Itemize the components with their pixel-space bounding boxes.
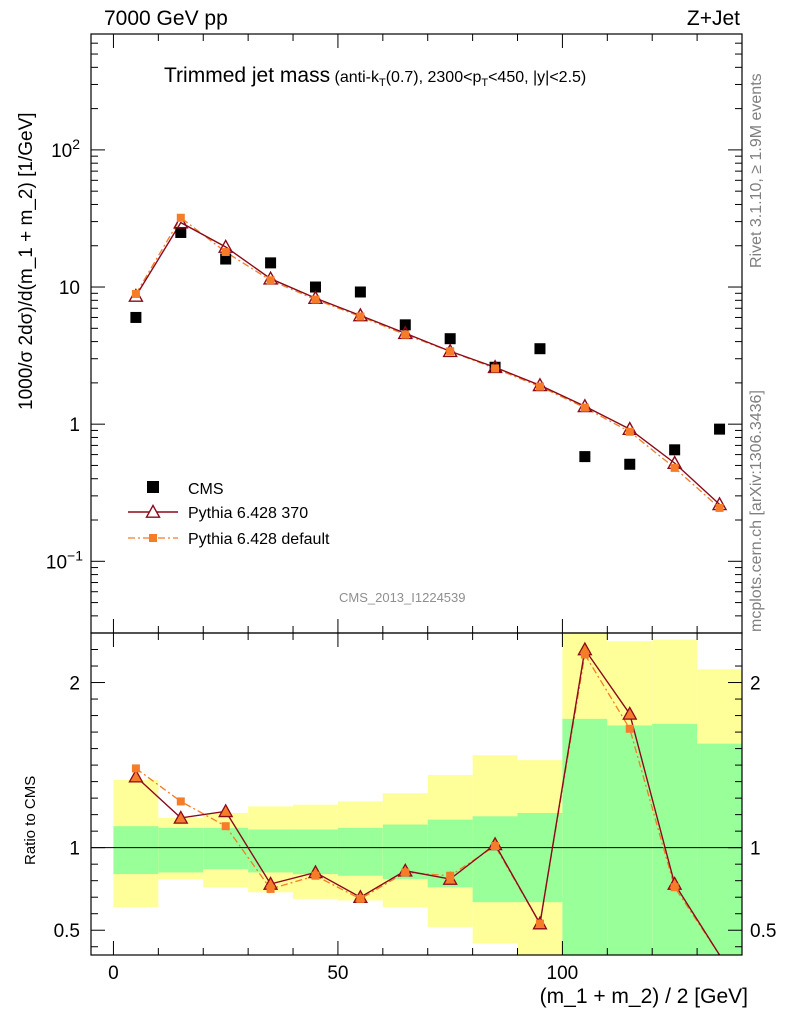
ratio-pythia-default-point bbox=[401, 868, 410, 877]
cms-data-point bbox=[624, 458, 636, 470]
legend-pythia-default-label: Pythia 6.428 default bbox=[188, 531, 330, 548]
chart-title-sub: (anti-kT(0.7), 2300<pT<450, |y|<2.5) bbox=[334, 69, 587, 90]
stat-uncertainty-band bbox=[562, 718, 608, 955]
ratio-pythia-370-point bbox=[218, 803, 234, 818]
ratio-y-tick-label-right: 2 bbox=[750, 674, 761, 695]
main-y-tick-label: 10 bbox=[59, 278, 80, 299]
pythia-default-point bbox=[356, 312, 365, 321]
ratio-y-tick-label: 2 bbox=[69, 674, 80, 695]
pythia-default-point bbox=[446, 347, 455, 356]
pythia-default-point bbox=[131, 289, 140, 298]
x-tick-label: 50 bbox=[327, 963, 348, 984]
legend-pythia-default-marker bbox=[149, 534, 157, 542]
ratio-pythia-default-point bbox=[131, 764, 140, 773]
x-tick-label: 0 bbox=[108, 963, 119, 984]
stat-uncertainty-band bbox=[158, 827, 204, 873]
stat-uncertainty-band bbox=[248, 829, 294, 873]
ratio-y-tick-label-right: 1 bbox=[750, 839, 761, 860]
main-y-tick-label: 10−1 bbox=[46, 547, 83, 573]
cms-data-point bbox=[265, 257, 277, 269]
main-y-axis-label: 1000/σ 2dσ)/d(m_1 + m_2) [1/GeV] bbox=[16, 112, 37, 410]
cms-data-point bbox=[714, 423, 726, 435]
pythia-default-point bbox=[266, 276, 275, 285]
stat-uncertainty-band bbox=[517, 812, 563, 903]
ratio-pythia-default-point bbox=[266, 884, 275, 893]
x-axis-label: (m_1 + m_2) / 2 [GeV] bbox=[539, 985, 748, 1008]
ratio-pythia-default-point bbox=[491, 842, 500, 851]
legend-cms-label: CMS bbox=[188, 481, 224, 498]
ratio-y-tick-label: 1 bbox=[69, 839, 80, 860]
ratio-pythia-default-line bbox=[135, 652, 721, 956]
ratio-y-tick-label: 0.5 bbox=[54, 921, 80, 942]
ratio-pythia-default-point bbox=[176, 797, 185, 806]
ratio-pythia-370-line bbox=[135, 647, 721, 956]
cms-data-point bbox=[220, 253, 232, 265]
pythia-default-point bbox=[311, 295, 320, 304]
pythia-default-line bbox=[135, 216, 720, 509]
pythia-default-point bbox=[670, 463, 679, 472]
ratio-pythia-default-point bbox=[625, 724, 634, 733]
stat-uncertainty-band bbox=[607, 725, 653, 955]
ratio-pythia-default-point bbox=[446, 871, 455, 880]
main-y-tick-label: 1 bbox=[69, 415, 80, 436]
pythia-default-point bbox=[535, 382, 544, 391]
cms-data-point bbox=[669, 444, 681, 456]
ratio-pythia-default-point bbox=[221, 822, 230, 831]
pythia-default-point bbox=[176, 213, 185, 222]
ratio-y-tick-label-right: 0.5 bbox=[750, 921, 776, 942]
pythia-default-point bbox=[221, 248, 230, 257]
pythia-370-point bbox=[173, 214, 189, 229]
ratio-pythia-default-point bbox=[670, 883, 679, 892]
chart-title-main: Trimmed jet mass bbox=[164, 64, 331, 87]
pythia-default-point bbox=[491, 364, 500, 373]
ratio-plot-frame bbox=[90, 632, 743, 956]
stat-uncertainty-band bbox=[697, 743, 742, 955]
chart-title: Trimmed jet mass (anti-kT(0.7), 2300<pT<… bbox=[164, 64, 586, 89]
ratio-pythia-default-point bbox=[311, 871, 320, 880]
cms-data-point bbox=[399, 319, 411, 331]
ratio-pythia-default-point bbox=[356, 894, 365, 903]
stat-uncertainty-band bbox=[472, 816, 518, 903]
x-tick-label: 100 bbox=[547, 963, 579, 984]
stat-uncertainty-band bbox=[203, 827, 249, 870]
ratio-pythia-370-point bbox=[173, 810, 189, 824]
rivet-version-label: Rivet 3.1.10, ≥ 1.9M events bbox=[748, 73, 765, 268]
main-y-tick-label: 102 bbox=[51, 136, 80, 162]
legend-pythia-370-marker bbox=[145, 504, 161, 518]
cms-data-point bbox=[354, 286, 366, 298]
ratio-pythia-370-point bbox=[128, 768, 144, 783]
ratio-pythia-370-point bbox=[622, 706, 638, 720]
pythia-default-point bbox=[401, 330, 410, 339]
stat-uncertainty-band bbox=[113, 826, 159, 875]
process-label: Z+Jet bbox=[686, 7, 740, 30]
analysis-id: CMS_2013_I1224539 bbox=[339, 590, 466, 605]
legend-cms-marker bbox=[147, 481, 159, 493]
stat-uncertainty-band bbox=[652, 723, 698, 955]
pythia-default-point bbox=[580, 403, 589, 412]
mcplots-label: mcplots.cern.ch [arXiv:1306.3436] bbox=[748, 390, 765, 632]
cms-data-point bbox=[175, 226, 187, 238]
legend-pythia-370-label: Pythia 6.428 370 bbox=[188, 505, 308, 522]
cms-data-point bbox=[534, 343, 546, 355]
stat-uncertainty-band bbox=[337, 827, 383, 876]
pythia-default-point bbox=[715, 503, 724, 512]
pythia-default-point bbox=[625, 427, 634, 436]
pythia-370-line bbox=[135, 221, 721, 505]
cms-data-point bbox=[444, 333, 456, 345]
cms-data-point bbox=[130, 311, 142, 323]
ratio-y-axis-label: Ratio to CMS bbox=[22, 775, 39, 865]
cms-data-point bbox=[309, 281, 321, 293]
cms-data-point bbox=[579, 451, 591, 463]
ratio-pythia-default-point bbox=[580, 650, 589, 659]
ratio-pythia-default-point bbox=[535, 919, 544, 928]
energy-label: 7000 GeV pp bbox=[104, 7, 228, 30]
